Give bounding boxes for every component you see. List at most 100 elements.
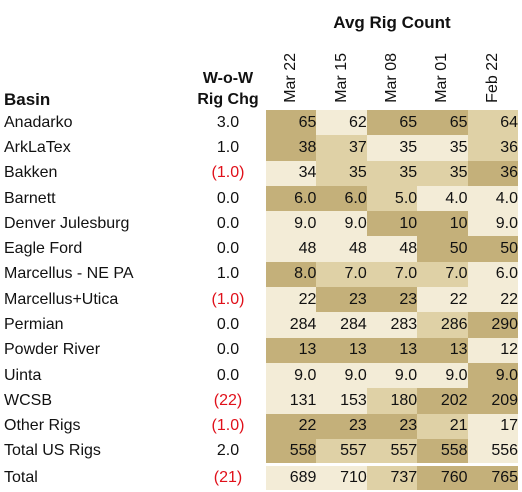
table-row: Permian 0.0 284 284 283 286 290 bbox=[4, 312, 519, 338]
rig-count-value: 38 bbox=[266, 135, 317, 161]
rig-count-value: 13 bbox=[366, 337, 418, 363]
basin-column-header: Basin bbox=[4, 90, 51, 109]
basin-name: ArkLaTex bbox=[4, 138, 71, 156]
rig-count-value: 35 bbox=[417, 135, 468, 161]
wow-rig-change: 0.0 bbox=[216, 240, 240, 258]
month-header: Mar 15 bbox=[316, 42, 366, 110]
rig-count-value: 9.0 bbox=[266, 362, 317, 389]
wow-rig-change: (1.0) bbox=[211, 417, 245, 435]
rig-count-value: 13 bbox=[316, 337, 367, 363]
rig-count-value: 760 bbox=[417, 465, 468, 490]
rig-count-value: 765 bbox=[467, 465, 519, 490]
wow-header-line2: Rig Chg bbox=[197, 91, 259, 108]
month-header: Feb 22 bbox=[468, 42, 518, 110]
rig-count-value: 6.0 bbox=[316, 185, 367, 212]
rig-count-value: 557 bbox=[316, 438, 367, 463]
wow-rig-change: 0.0 bbox=[216, 214, 240, 232]
rig-count-value: 65 bbox=[417, 110, 468, 136]
month-header: Mar 22 bbox=[266, 42, 316, 110]
wow-rig-change: (1.0) bbox=[211, 290, 245, 308]
rig-count-value: 48 bbox=[266, 236, 317, 262]
month-label: Feb 22 bbox=[483, 53, 501, 103]
rig-count-value: 12 bbox=[467, 337, 519, 363]
basin-name: Marcellus - NE PA bbox=[4, 265, 134, 283]
month-label: Mar 08 bbox=[382, 53, 400, 103]
rig-count-value: 13 bbox=[266, 337, 317, 363]
rig-count-value: 23 bbox=[316, 287, 367, 313]
table-row: Marcellus+Utica (1.0) 22 23 23 22 22 bbox=[4, 287, 519, 313]
wow-rig-change: 3.0 bbox=[216, 113, 240, 131]
rig-count-value: 17 bbox=[467, 413, 519, 439]
rig-count-value: 65 bbox=[366, 110, 418, 136]
rig-count-value: 64 bbox=[467, 110, 519, 136]
rig-count-value: 36 bbox=[467, 160, 519, 186]
basin-name: Anadarko bbox=[4, 113, 73, 131]
table-row: Eagle Ford 0.0 48 48 48 50 50 bbox=[4, 236, 519, 262]
table-row: Anadarko 3.0 65 62 65 65 64 bbox=[4, 110, 519, 136]
rig-count-value: 37 bbox=[316, 135, 367, 161]
rig-count-value: 284 bbox=[316, 312, 367, 338]
wow-rig-change: 0.0 bbox=[216, 189, 240, 207]
rig-count-value: 180 bbox=[366, 388, 418, 414]
table-row: Bakken (1.0) 34 35 35 35 36 bbox=[4, 160, 519, 186]
table-row: Total US Rigs 2.0 558 557 557 558 556 bbox=[4, 438, 519, 463]
rig-count-value: 62 bbox=[316, 110, 367, 136]
rig-count-value: 131 bbox=[266, 388, 317, 414]
rig-count-value: 558 bbox=[417, 438, 468, 463]
rig-count-value: 10 bbox=[417, 211, 468, 237]
wow-rig-change: (21) bbox=[213, 468, 243, 486]
basin-name: WCSB bbox=[4, 391, 52, 409]
table-row: Marcellus - NE PA 1.0 8.0 7.0 7.0 7.0 6.0 bbox=[4, 261, 519, 288]
rig-count-value: 6.0 bbox=[467, 261, 519, 288]
rig-count-value: 556 bbox=[467, 438, 519, 463]
table-row: Uinta 0.0 9.0 9.0 9.0 9.0 9.0 bbox=[4, 362, 519, 389]
rig-count-value: 34 bbox=[266, 160, 317, 186]
rig-count-value: 290 bbox=[467, 312, 519, 338]
rig-count-value: 4.0 bbox=[417, 185, 468, 212]
table-row: ArkLaTex 1.0 38 37 35 35 36 bbox=[4, 135, 519, 161]
rig-count-value: 35 bbox=[366, 160, 418, 186]
rig-count-value: 5.0 bbox=[366, 185, 418, 212]
rig-count-value: 7.0 bbox=[417, 261, 468, 288]
table-row: Denver Julesburg 0.0 9.0 9.0 10 10 9.0 bbox=[4, 211, 519, 237]
basin-name: Denver Julesburg bbox=[4, 214, 130, 232]
basin-name: Marcellus+Utica bbox=[4, 290, 119, 308]
rig-count-value: 7.0 bbox=[316, 261, 367, 288]
wow-rig-change: 0.0 bbox=[216, 341, 240, 359]
wow-rig-change: (1.0) bbox=[211, 164, 245, 182]
rig-count-value: 8.0 bbox=[266, 261, 317, 288]
rig-count-table: Basin W-o-W Rig Chg Avg Rig Count Mar 22… bbox=[4, 4, 519, 490]
basin-name: Total US Rigs bbox=[4, 441, 101, 459]
rig-count-value: 7.0 bbox=[366, 261, 418, 288]
rig-count-value: 9.0 bbox=[316, 362, 367, 389]
wow-rig-change: 1.0 bbox=[216, 138, 240, 156]
rig-count-value: 9.0 bbox=[417, 362, 468, 389]
table-row: Barnett 0.0 6.0 6.0 5.0 4.0 4.0 bbox=[4, 185, 519, 212]
rig-count-value: 6.0 bbox=[266, 185, 317, 212]
rig-count-value: 9.0 bbox=[266, 211, 317, 237]
month-label: Mar 01 bbox=[433, 53, 451, 103]
wow-rig-change: (22) bbox=[213, 391, 243, 409]
wow-header-line1: W-o-W bbox=[202, 70, 254, 87]
rig-count-value: 10 bbox=[366, 211, 418, 237]
rig-count-value: 35 bbox=[366, 135, 418, 161]
wow-rig-change: 0.0 bbox=[216, 366, 240, 384]
table-row: Powder River 0.0 13 13 13 13 12 bbox=[4, 337, 519, 363]
basin-name: Uinta bbox=[4, 366, 42, 384]
rig-count-value: 22 bbox=[266, 413, 317, 439]
rig-count-value: 13 bbox=[417, 337, 468, 363]
rig-count-value: 284 bbox=[266, 312, 317, 338]
rig-count-value: 50 bbox=[467, 236, 519, 262]
basin-name: Barnett bbox=[4, 189, 56, 207]
rig-count-value: 9.0 bbox=[467, 211, 519, 237]
rig-count-value: 202 bbox=[417, 388, 468, 414]
rig-count-value: 557 bbox=[366, 438, 418, 463]
wow-rig-change: 0.0 bbox=[216, 316, 240, 334]
rig-count-value: 689 bbox=[266, 465, 317, 490]
month-header: Mar 01 bbox=[417, 42, 467, 110]
rig-count-value: 50 bbox=[417, 236, 468, 262]
basin-name: Bakken bbox=[4, 164, 58, 182]
rig-count-value: 35 bbox=[417, 160, 468, 186]
rig-count-value: 35 bbox=[316, 160, 367, 186]
table-row: Total (21) 689 710 737 760 765 bbox=[4, 465, 519, 490]
